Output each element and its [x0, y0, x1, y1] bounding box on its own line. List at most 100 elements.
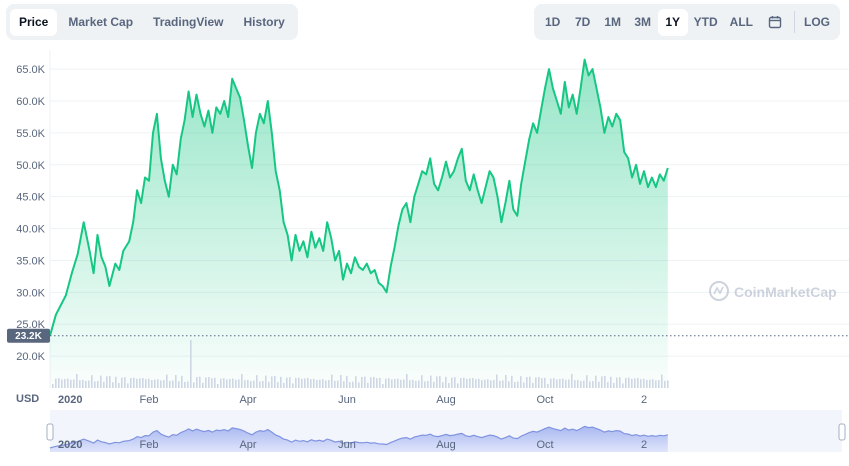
- volume-bar: [433, 381, 435, 388]
- tab-market-cap[interactable]: Market Cap: [68, 15, 134, 29]
- navigator-left-handle[interactable]: [46, 423, 54, 441]
- volume-bar: [121, 377, 123, 388]
- volume-bar: [190, 340, 192, 388]
- range-3m-button[interactable]: 3M: [634, 15, 651, 29]
- volume-bar: [646, 380, 648, 388]
- volume-bar: [541, 378, 543, 388]
- volume-bar: [358, 382, 360, 388]
- currency-label: USD: [16, 393, 39, 405]
- range-1d-button[interactable]: 1D: [545, 15, 561, 29]
- volume-bar: [196, 377, 198, 388]
- volume-bar: [394, 379, 396, 388]
- volume-bar: [655, 380, 657, 388]
- volume-bar: [286, 377, 288, 388]
- start-price-badge: 23.2K: [7, 328, 50, 343]
- calendar-icon[interactable]: [759, 9, 791, 36]
- volume-bar: [226, 379, 228, 388]
- volume-bar: [478, 378, 480, 388]
- volume-bar: [412, 379, 414, 388]
- volume-bar: [178, 381, 180, 388]
- volume-bar: [175, 375, 177, 388]
- volume-bar: [328, 380, 330, 388]
- volume-bar: [319, 379, 321, 388]
- volume-bar: [211, 378, 213, 388]
- volume-bar: [577, 379, 579, 388]
- volume-bar: [598, 381, 600, 388]
- tab-history[interactable]: History: [243, 15, 285, 29]
- navigator-x-tick-label: Apr: [239, 439, 256, 451]
- volume-bar: [280, 376, 282, 388]
- range-1y-button[interactable]: 1Y: [657, 8, 688, 36]
- x-tick-label: Aug: [436, 394, 456, 406]
- x-tick-label: 2020: [58, 394, 82, 406]
- volume-bar: [229, 379, 231, 388]
- navigator-background: [50, 410, 842, 452]
- range-ytd-button[interactable]: YTD: [693, 15, 718, 29]
- volume-bar: [628, 377, 630, 388]
- volume-bar: [103, 381, 105, 388]
- volume-bar: [400, 379, 402, 388]
- y-tick-label: 45.0K: [16, 192, 45, 204]
- y-tick-label: 60.0K: [16, 96, 45, 108]
- volume-bar: [664, 380, 666, 388]
- range-all-button[interactable]: ALL: [729, 15, 753, 29]
- volume-bar: [97, 381, 99, 388]
- navigator-x-tick-label: 2: [641, 439, 647, 451]
- volume-bar: [55, 378, 57, 388]
- volume-bar: [304, 378, 306, 388]
- volume-bar: [298, 377, 300, 388]
- volume-bar: [649, 379, 651, 388]
- volume-bar: [385, 378, 387, 388]
- tab-price[interactable]: Price: [10, 8, 58, 36]
- volume-bar: [247, 379, 249, 388]
- coinmarketcap-logo-mark: [713, 286, 724, 295]
- volume-bar: [508, 381, 510, 388]
- range-divider: [794, 11, 795, 33]
- navigator-area: [50, 426, 668, 452]
- volume-bar: [289, 377, 291, 388]
- volume-bar: [472, 378, 474, 388]
- volume-bar: [346, 375, 348, 388]
- tab-tradingview[interactable]: TradingView: [153, 15, 224, 29]
- range-1m-button[interactable]: 1M: [604, 15, 621, 29]
- volume-bar: [487, 379, 489, 388]
- volume-bar: [559, 379, 561, 388]
- navigator-right-handle[interactable]: [838, 423, 846, 441]
- volume-bar: [607, 382, 609, 388]
- volume-bar: [163, 380, 165, 388]
- volume-bar: [337, 380, 339, 388]
- navigator-x-tick-label: Aug: [436, 439, 456, 451]
- volume-bar: [100, 375, 102, 388]
- range-7d-button[interactable]: 7D: [575, 15, 591, 29]
- volume-bar: [253, 380, 255, 388]
- volume-bar: [661, 374, 663, 388]
- volume-bar: [343, 381, 345, 388]
- log-scale-toggle[interactable]: LOG: [804, 15, 830, 29]
- volume-bar: [130, 378, 132, 388]
- y-tick-label: 25.0K: [16, 319, 45, 331]
- volume-bar: [574, 380, 576, 388]
- volume-bar: [76, 374, 78, 388]
- volume-bar: [160, 380, 162, 388]
- volume-bar: [271, 376, 273, 388]
- volume-bar: [382, 384, 384, 388]
- price-line: [49, 58, 669, 336]
- volume-bar: [388, 378, 390, 388]
- volume-bar: [232, 378, 234, 388]
- volume-bar: [589, 381, 591, 388]
- volume-bar: [415, 381, 417, 388]
- volume-bar: [154, 379, 156, 388]
- navigator-x-tick-label: Oct: [536, 439, 553, 451]
- volume-bar: [643, 378, 645, 388]
- volume-bar: [361, 377, 363, 388]
- volume-bar: [667, 380, 669, 388]
- y-tick-label: 35.0K: [16, 255, 45, 267]
- volume-bar: [457, 383, 459, 388]
- volume-bar: [94, 381, 96, 388]
- volume-bar: [565, 379, 567, 388]
- volume-bar: [193, 382, 195, 388]
- volume-bar: [223, 378, 225, 388]
- volume-bar: [532, 382, 534, 388]
- volume-bar: [70, 379, 72, 388]
- volume-bar: [604, 376, 606, 388]
